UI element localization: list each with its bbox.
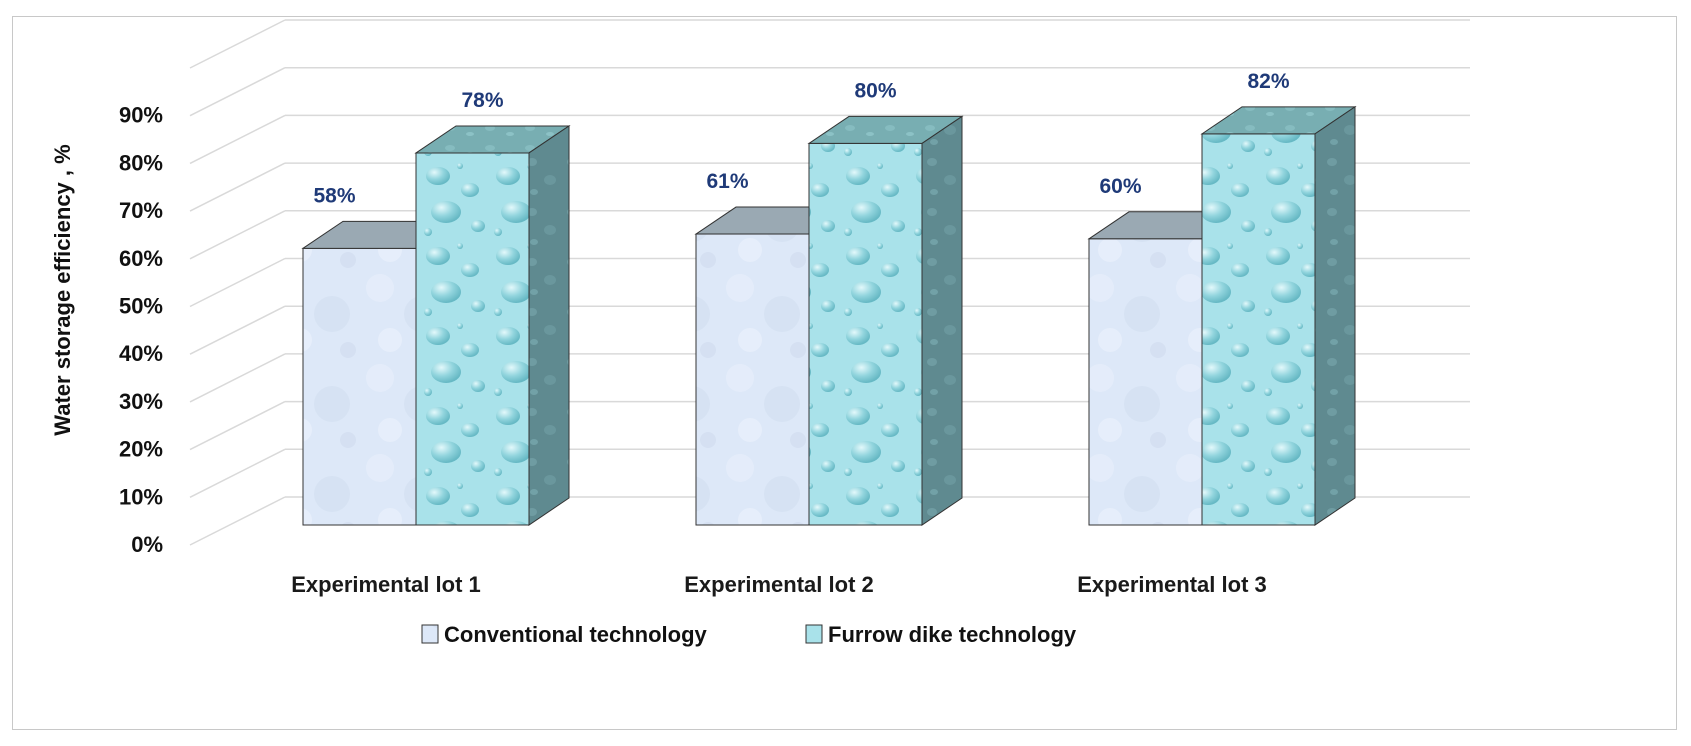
y-tick-label: 50% bbox=[119, 294, 163, 319]
gridline-diagonal bbox=[189, 400, 286, 451]
gridline-diagonal bbox=[189, 448, 286, 498]
bar-furrow-dike-side bbox=[528, 124, 570, 526]
y-tick-label: 20% bbox=[119, 437, 163, 462]
x-category-label: Experimental lot 2 bbox=[684, 572, 874, 597]
y-tick-label: 90% bbox=[119, 103, 163, 128]
gridline-diagonal bbox=[189, 210, 286, 260]
bar-furrow-dike-side bbox=[921, 115, 963, 526]
legend-swatch-conventional bbox=[421, 624, 439, 644]
y-tick-label: 80% bbox=[119, 150, 163, 175]
y-tick-label: 0% bbox=[131, 532, 163, 557]
legend-swatch-furrow-dike bbox=[805, 624, 823, 644]
data-labels: 58% 78% 61% 80% 60% 82% bbox=[313, 70, 1289, 207]
gridline-diagonal bbox=[189, 162, 286, 212]
y-axis-ticks: 0% 10% 20% 30% 40% 50% 60% 70% 80% 90% bbox=[119, 103, 163, 557]
gridline-diagonal bbox=[189, 114, 286, 165]
bar-furrow-dike bbox=[1201, 133, 1316, 526]
data-label-conventional: 61% bbox=[706, 170, 748, 193]
y-axis-title: Water storage efficiency , % bbox=[50, 144, 75, 435]
bar-conventional bbox=[302, 247, 417, 526]
bar-conventional bbox=[1088, 238, 1203, 526]
gridline-diagonal bbox=[189, 257, 286, 308]
gridline-diagonal bbox=[189, 353, 286, 403]
bar-furrow-dike-side bbox=[1314, 105, 1356, 526]
x-category-label: Experimental lot 3 bbox=[1077, 572, 1267, 597]
y-tick-label: 40% bbox=[119, 341, 163, 366]
gridline-diagonal bbox=[189, 305, 286, 355]
legend: Conventional technology Furrow dike techn… bbox=[421, 622, 1077, 647]
legend-label: Furrow dike technology bbox=[828, 622, 1077, 647]
bar-furrow-dike bbox=[808, 142, 923, 526]
data-label-conventional: 60% bbox=[1099, 175, 1141, 198]
gridline-diagonal bbox=[189, 67, 286, 117]
x-category-label: Experimental lot 1 bbox=[291, 572, 481, 597]
y-tick-label: 70% bbox=[119, 198, 163, 223]
y-tick-label: 30% bbox=[119, 389, 163, 414]
gridline-diagonal bbox=[189, 496, 286, 546]
bar-furrow-dike bbox=[415, 152, 530, 526]
bar-conventional bbox=[695, 233, 810, 526]
legend-label: Conventional technology bbox=[444, 622, 708, 647]
x-axis-categories: Experimental lot 1 Experimental lot 2 Expe… bbox=[291, 572, 1267, 597]
y-tick-label: 60% bbox=[119, 246, 163, 271]
y-tick-label: 10% bbox=[119, 484, 163, 509]
bars bbox=[301, 105, 1357, 526]
data-label-furrow-dike: 78% bbox=[461, 89, 503, 112]
data-label-conventional: 58% bbox=[313, 184, 355, 207]
gridline-diagonal bbox=[189, 19, 286, 69]
data-label-furrow-dike: 82% bbox=[1247, 70, 1289, 93]
data-label-furrow-dike: 80% bbox=[854, 79, 896, 102]
